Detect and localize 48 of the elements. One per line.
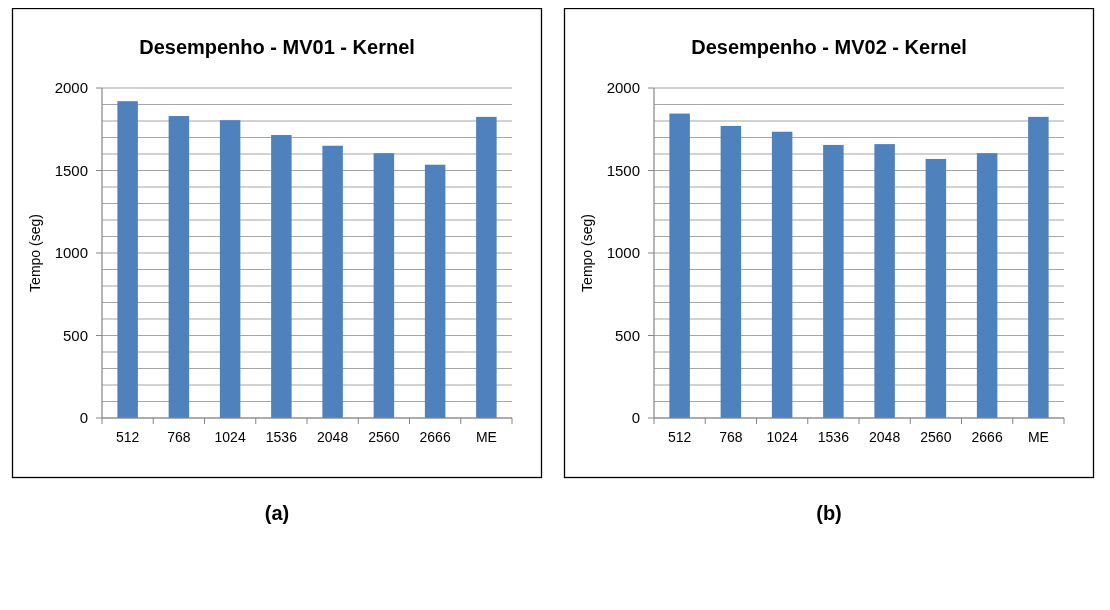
bar <box>669 113 690 418</box>
y-tick-label: 0 <box>79 409 88 427</box>
y-tick-label: 500 <box>614 326 640 344</box>
x-tick-label: ME <box>475 429 497 445</box>
text: (a) <box>264 502 290 524</box>
y-tick-label: 500 <box>62 326 88 344</box>
bar <box>771 131 793 418</box>
y-tick-label: 2000 <box>54 79 88 97</box>
bar <box>925 158 947 418</box>
y-tick-label: 1500 <box>54 161 88 179</box>
y-tick-label: 2000 <box>606 79 640 97</box>
x-tick-label: 2666 <box>419 429 451 445</box>
y-axis-title: Tempo (seg) <box>27 214 43 292</box>
x-tick-label: 2048 <box>869 429 901 445</box>
x-tick-label: 768 <box>719 429 743 445</box>
bar <box>874 144 895 418</box>
bar <box>271 135 292 418</box>
bar <box>168 116 190 418</box>
y-tick-label: 1000 <box>54 244 88 262</box>
y-tick-label: 1000 <box>606 244 640 262</box>
x-tick-label: 1536 <box>265 429 298 445</box>
bar <box>976 153 998 418</box>
bar <box>1028 116 1049 418</box>
y-axis-title: Tempo (seg) <box>579 214 595 292</box>
x-tick-label: 512 <box>667 429 692 445</box>
bar <box>476 116 497 418</box>
bar <box>322 145 343 418</box>
x-tick-label: 2560 <box>920 429 952 445</box>
bar <box>117 101 138 418</box>
x-tick-label: 2666 <box>971 429 1003 445</box>
x-tick-label: ME <box>1027 429 1049 445</box>
bar <box>219 120 241 418</box>
x-tick-label: 1024 <box>766 429 798 445</box>
x-tick-label: 2048 <box>317 429 349 445</box>
x-tick-label: 1024 <box>214 429 246 445</box>
bar <box>424 164 446 418</box>
y-tick-label: 0 <box>631 409 640 427</box>
y-tick-label: 1500 <box>606 161 640 179</box>
chart-title: Desempenho - MV01 - Kernel <box>139 36 415 58</box>
chart-title: Desempenho - MV02 - Kernel <box>691 36 967 58</box>
bar <box>823 144 844 418</box>
text: (b) <box>816 502 842 524</box>
x-tick-label: 768 <box>167 429 191 445</box>
x-tick-label: 2560 <box>368 429 400 445</box>
x-tick-label: 512 <box>115 429 140 445</box>
bar <box>720 125 742 418</box>
bar <box>373 153 395 418</box>
x-tick-label: 1536 <box>817 429 850 445</box>
